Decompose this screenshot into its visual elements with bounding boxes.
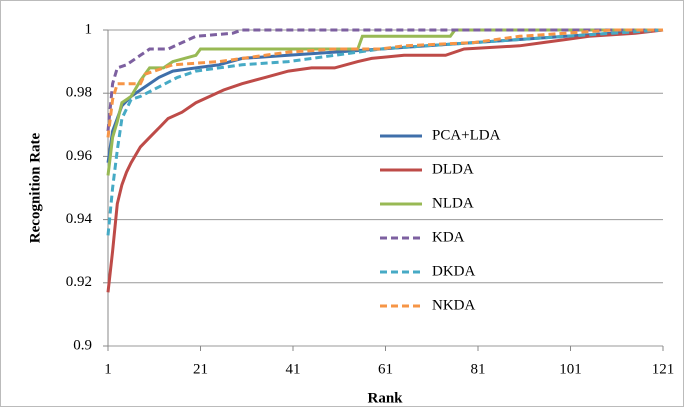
x-axis-label: Rank <box>367 390 403 406</box>
legend-label: NKDA <box>432 297 475 313</box>
y-tick-label: 0.9 <box>73 337 92 353</box>
legend-label: NLDA <box>432 195 474 211</box>
series-line <box>106 28 663 138</box>
x-tick-label: 1 <box>104 361 112 377</box>
x-tick-label: 41 <box>286 361 301 377</box>
x-tick-label: 21 <box>193 361 208 377</box>
series-line <box>106 28 663 176</box>
y-axis-label: Recognition Rate <box>27 132 43 243</box>
series-line <box>106 28 663 132</box>
y-tick-label: 0.94 <box>66 211 93 227</box>
x-tick-label: 101 <box>559 361 582 377</box>
y-tick-label: 0.96 <box>66 148 93 164</box>
y-tick-label: 0.92 <box>66 274 92 290</box>
x-tick-label: 81 <box>471 361 486 377</box>
legend-label: KDA <box>432 229 465 245</box>
x-tick-label: 121 <box>652 361 675 377</box>
legend-label: DKDA <box>432 263 475 279</box>
legend-label: PCA+LDA <box>432 127 501 143</box>
y-tick-label: 1 <box>85 21 93 37</box>
y-tick-label: 0.98 <box>66 85 92 101</box>
series-line <box>106 28 664 293</box>
x-tick-label: 61 <box>378 361 393 377</box>
series-line <box>106 28 664 236</box>
legend-label: DLDA <box>432 161 474 177</box>
